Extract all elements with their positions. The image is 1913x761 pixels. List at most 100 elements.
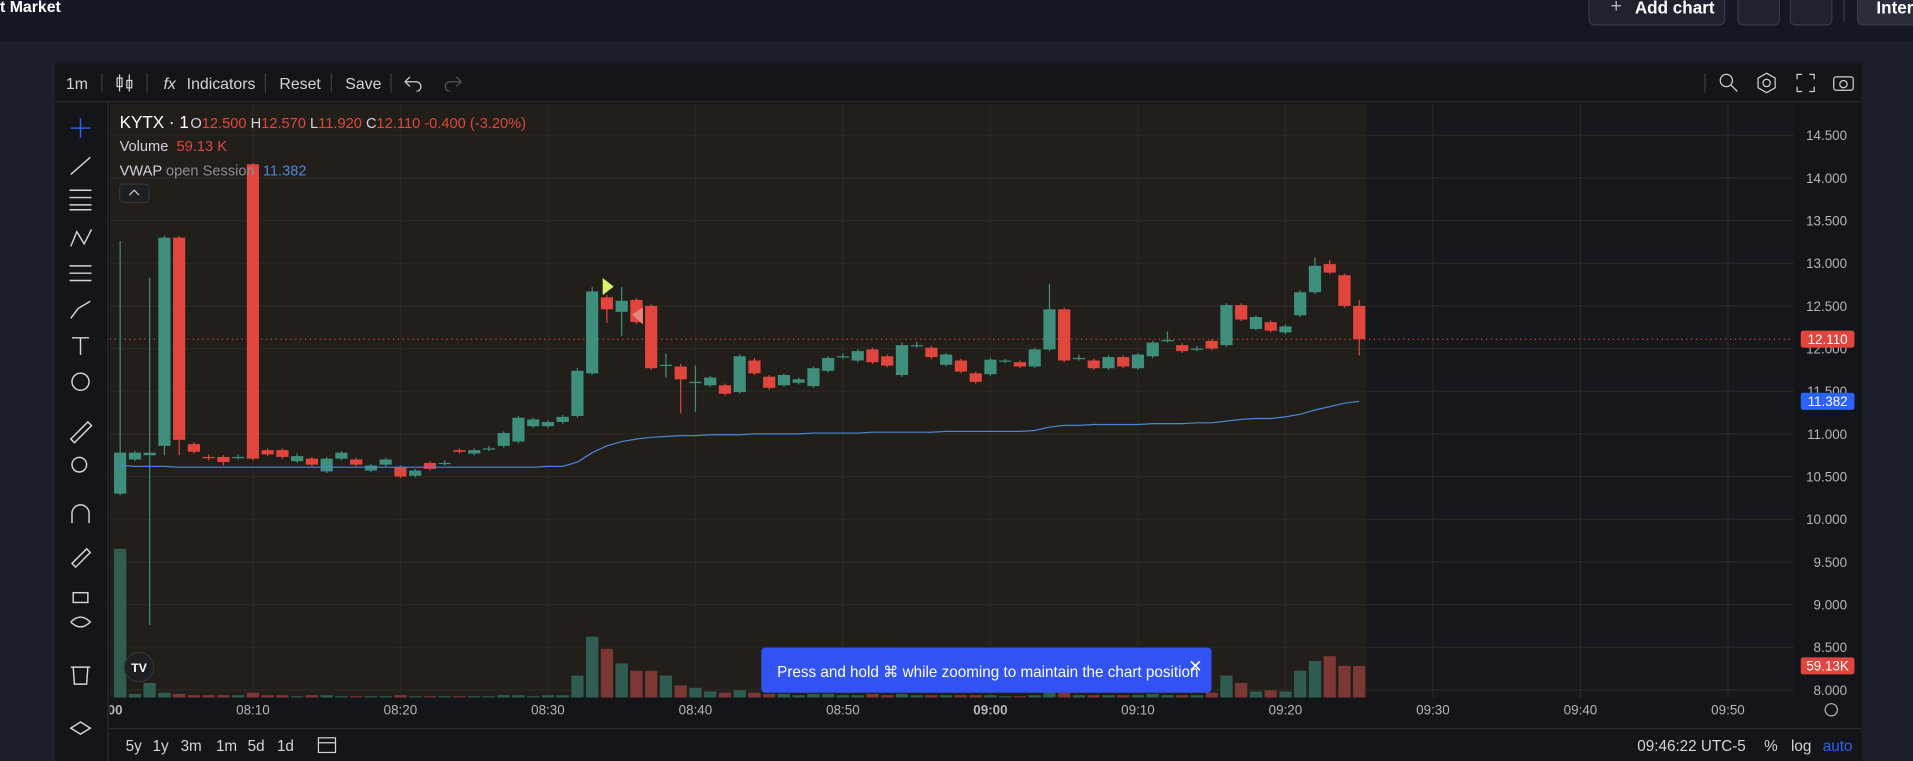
candle-body xyxy=(822,357,835,371)
range-button[interactable]: 5d xyxy=(247,737,265,755)
magnet-tool[interactable] xyxy=(71,504,90,524)
divider xyxy=(390,73,392,93)
volume-bar xyxy=(246,692,260,698)
candle-body xyxy=(512,417,525,442)
crosshair-tool[interactable] xyxy=(70,118,91,138)
undo-button[interactable] xyxy=(404,74,424,92)
x-tick-label: 08:40 xyxy=(679,703,713,718)
candle-body xyxy=(1028,349,1041,367)
add-chart-button[interactable]: + Add chart xyxy=(1588,0,1726,26)
volume-bar xyxy=(836,695,850,698)
volume-tag-bg xyxy=(1800,657,1855,675)
range-button[interactable]: 1m xyxy=(215,737,238,755)
volume-bar xyxy=(1308,661,1322,698)
volume-bar xyxy=(645,670,658,698)
candle-body xyxy=(689,381,702,384)
settings-icon[interactable] xyxy=(1756,72,1778,94)
measure-tool[interactable] xyxy=(69,420,93,444)
volume-bar xyxy=(482,696,496,698)
chart-type-icon[interactable] xyxy=(116,73,133,93)
volume-bar xyxy=(954,695,968,698)
clock: 09:46:22 UTC-5 xyxy=(1637,737,1746,755)
log-toggle[interactable]: log xyxy=(1791,737,1812,755)
pattern-tool[interactable] xyxy=(70,228,93,247)
redo-button[interactable] xyxy=(443,74,463,92)
refresh-button[interactable] xyxy=(1789,0,1833,26)
toast: Press and hold ⌘ while zooming to mainta… xyxy=(761,647,1212,693)
y-tick-label: 14.500 xyxy=(1806,128,1847,143)
divider xyxy=(146,73,148,93)
candle-body xyxy=(232,456,245,459)
candle-body xyxy=(246,164,260,459)
volume-bar xyxy=(659,675,673,698)
candle-body xyxy=(482,448,496,450)
search-button[interactable] xyxy=(1718,72,1740,94)
candle-body xyxy=(1249,316,1263,329)
range-button[interactable]: 1d xyxy=(276,737,294,755)
volume-bar xyxy=(1146,693,1159,698)
volume-bar xyxy=(674,685,687,698)
percent-toggle[interactable]: % xyxy=(1764,737,1778,755)
settings-button[interactable] xyxy=(1737,0,1781,26)
layers-tool[interactable] xyxy=(69,721,92,736)
indicators-button[interactable]: Indicators xyxy=(186,74,256,93)
range-button[interactable]: 3m xyxy=(180,737,202,755)
x-tick-label: 09:50 xyxy=(1711,703,1745,718)
candle-body xyxy=(615,300,628,312)
range-button[interactable]: 5y xyxy=(125,737,142,755)
volume-bar xyxy=(379,696,392,698)
lock-tool[interactable] xyxy=(72,591,89,604)
candle-body xyxy=(1117,357,1130,367)
brush-tool[interactable] xyxy=(70,300,91,319)
collapse-legend[interactable] xyxy=(118,183,150,204)
lock-drawing-tool[interactable] xyxy=(70,547,92,569)
candle-body xyxy=(1146,342,1159,357)
candle-body xyxy=(541,421,555,427)
y-tick-label: 10.000 xyxy=(1806,512,1847,527)
save-button[interactable]: Save xyxy=(345,74,382,93)
text-tool[interactable] xyxy=(71,337,90,355)
candle-body xyxy=(1308,265,1322,293)
bottom-bar: 5y 1y 3m 1m 5d 1d 09:46:22 UTC-5% log auto xyxy=(109,728,1862,761)
projection-tool[interactable] xyxy=(69,265,92,282)
axis-settings[interactable] xyxy=(1824,703,1838,717)
volume-bar xyxy=(1353,665,1366,698)
x-tick-label: 09:30 xyxy=(1416,703,1450,718)
zoom-tool[interactable] xyxy=(71,456,88,473)
close-value: 12.110 xyxy=(376,114,421,132)
plus-icon: + xyxy=(1610,0,1622,18)
volume-bar xyxy=(187,695,201,698)
fib-tool[interactable] xyxy=(69,189,92,211)
volume-bar xyxy=(822,693,835,698)
candle-body xyxy=(217,456,230,463)
volume-bar xyxy=(1013,696,1027,698)
change-value: -0.400 (-3.20%) xyxy=(424,114,527,132)
date-range-button[interactable] xyxy=(317,735,337,755)
volume-bar xyxy=(261,695,274,698)
volume-bar xyxy=(940,695,953,698)
trash-tool[interactable] xyxy=(70,666,91,685)
screenshot-button[interactable] xyxy=(1832,72,1854,94)
volume-bar xyxy=(438,696,451,698)
close-price-tag: 12.110 xyxy=(1808,332,1848,347)
auto-toggle[interactable]: auto xyxy=(1822,737,1853,755)
hide-tool[interactable] xyxy=(70,616,92,628)
low-value: 11.920 xyxy=(318,114,362,132)
interval-button[interactable]: Inter xyxy=(1856,0,1913,26)
candle-body xyxy=(320,458,333,472)
emoji-tool[interactable] xyxy=(71,372,90,391)
range-button[interactable]: 1y xyxy=(152,737,169,755)
candle-body xyxy=(733,356,746,393)
trend-line-tool[interactable] xyxy=(70,156,91,175)
toast-close[interactable]: ✕ xyxy=(1188,656,1203,676)
volume-bar xyxy=(468,696,481,698)
candle-body xyxy=(571,370,584,416)
volume-bar xyxy=(173,693,186,698)
volume-bar xyxy=(1043,691,1056,698)
interval[interactable]: 1m xyxy=(65,74,88,93)
reset-button[interactable]: Reset xyxy=(279,74,321,93)
y-tick-label: 10.500 xyxy=(1806,469,1847,484)
fullscreen-button[interactable] xyxy=(1795,72,1817,94)
open-value: 12.500 xyxy=(201,114,247,132)
candle-body xyxy=(763,376,776,388)
